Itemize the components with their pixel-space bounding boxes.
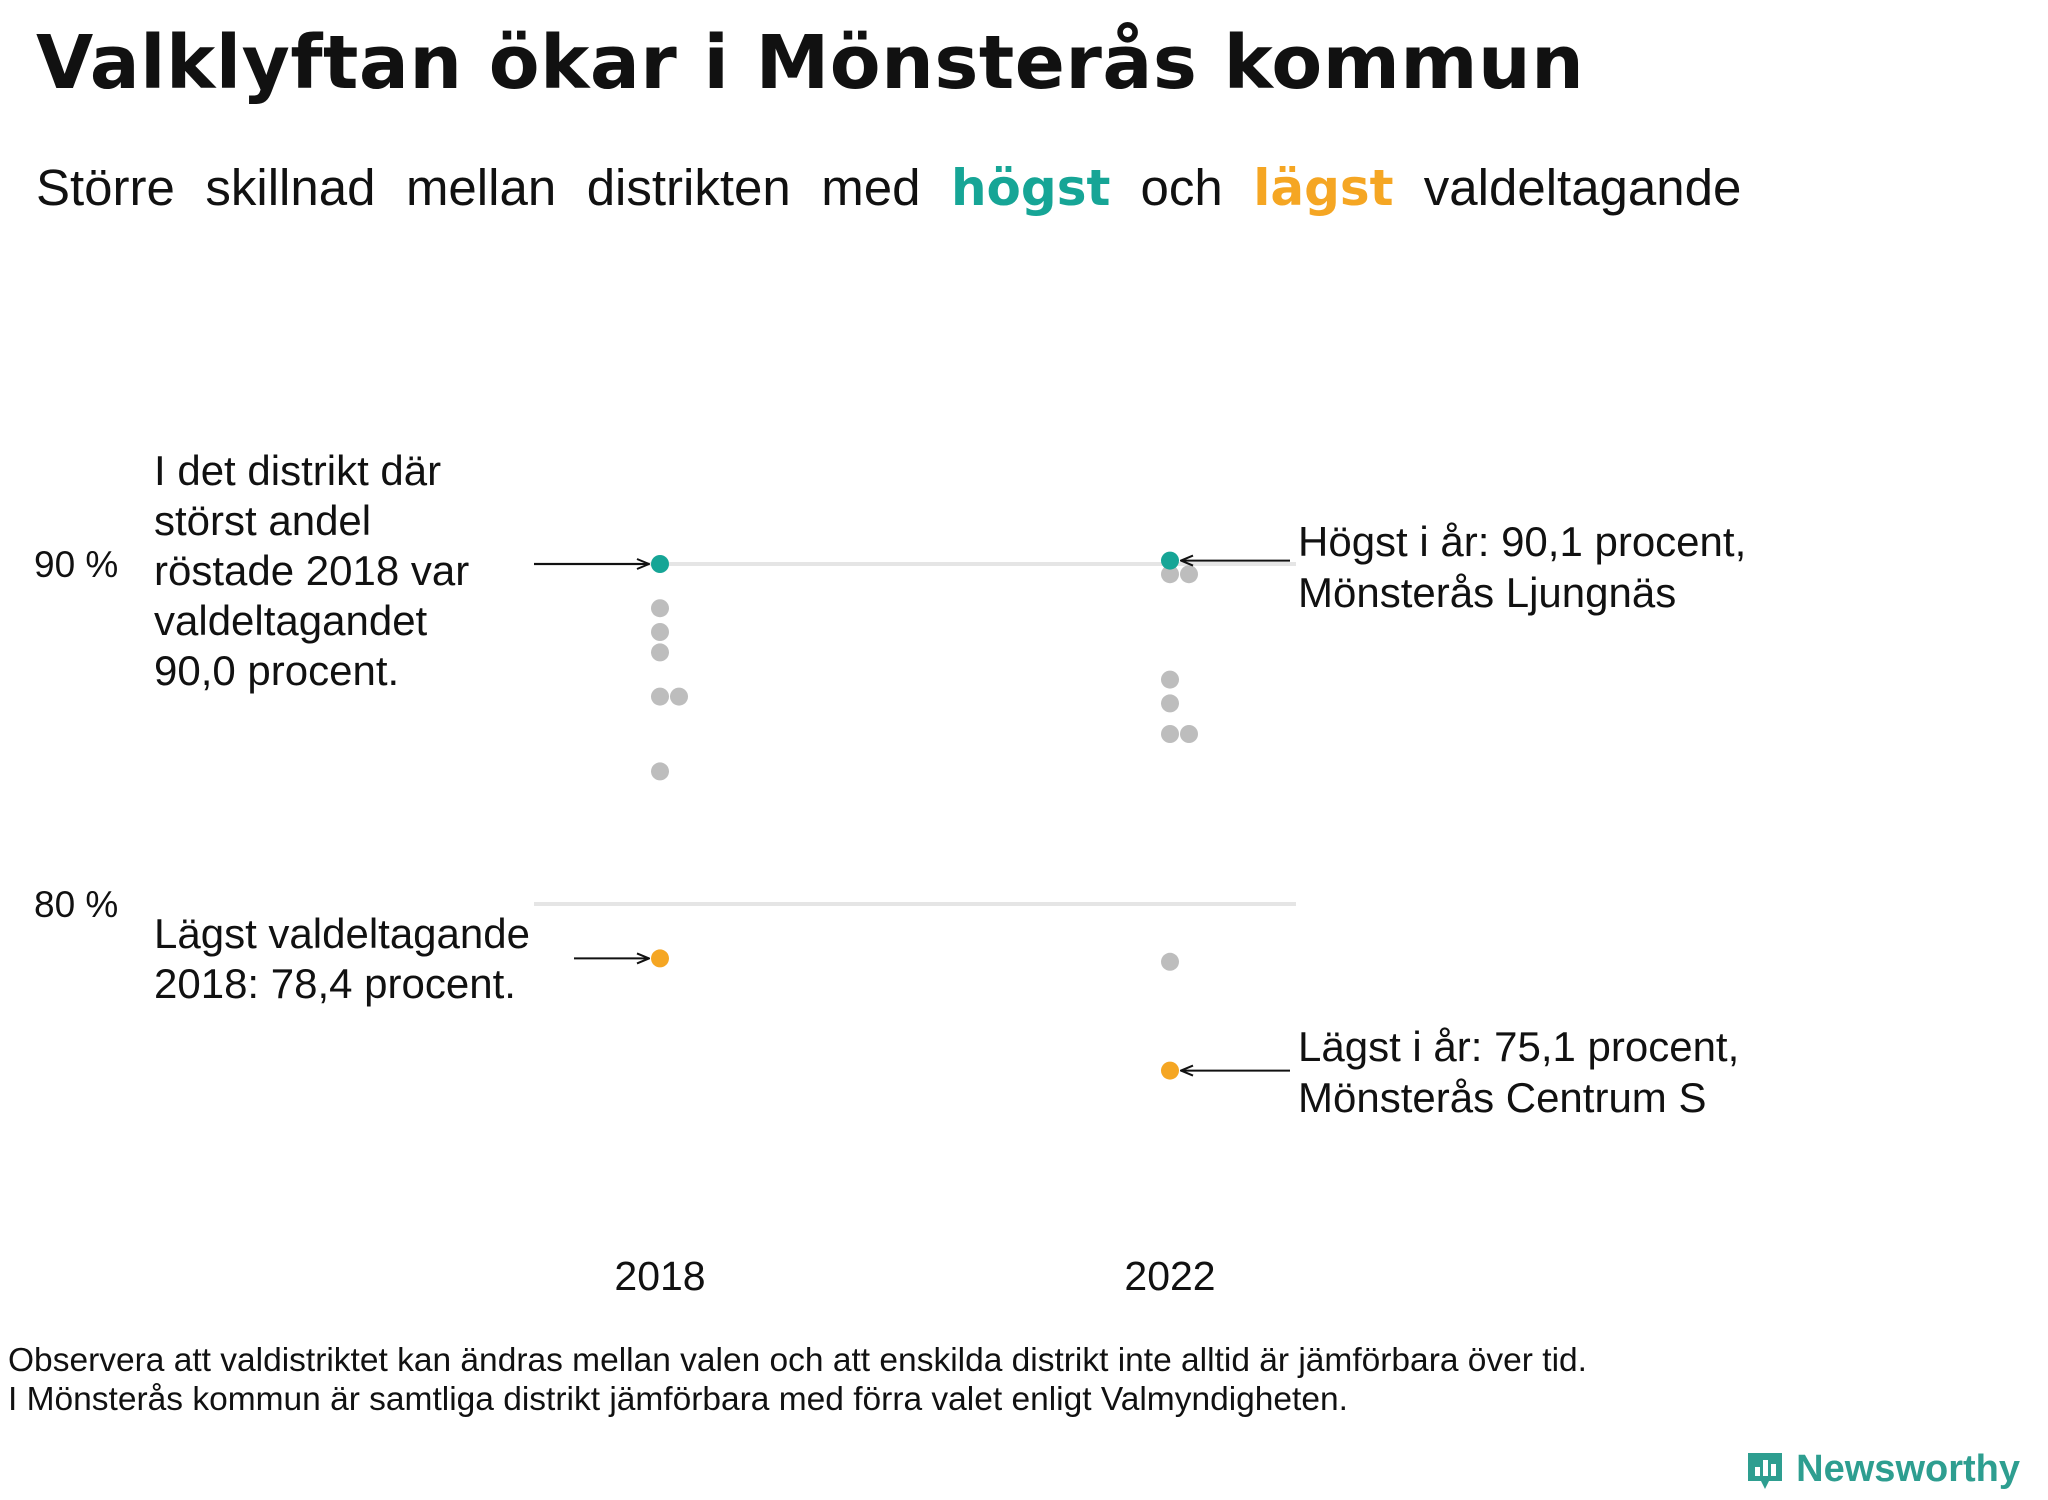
subtitle-word: med: [821, 159, 921, 216]
x-tick-label: 2022: [1124, 1253, 1215, 1299]
subtitle-word: och: [1140, 159, 1223, 216]
district-dot: [1180, 565, 1198, 584]
chart-subtitle: Större skillnad mellan distrikten med hö…: [36, 158, 1758, 217]
district-dot: [651, 643, 669, 662]
district-dot: [1161, 725, 1179, 743]
annotation-high-2018: störst andel: [154, 497, 371, 544]
bar-chart-icon: [1748, 1452, 1783, 1489]
highest-dot: [651, 555, 669, 573]
y-tick-label: 90 %: [34, 544, 118, 585]
district-dot: [1161, 952, 1179, 971]
annotation-high-2018: valdeltagandet: [154, 597, 428, 644]
annotation-low-2022: Mönsterås Centrum S: [1298, 1074, 1706, 1121]
lowest-dot: [651, 949, 669, 968]
annotation-high-2022: Högst i år: 90,1 procent,: [1298, 518, 1746, 565]
annotation-high-2018: 90,0 procent.: [154, 647, 399, 694]
annotation-high-2018: I det distrikt där: [154, 447, 441, 494]
annotation-low-2018: 2018: 78,4 procent.: [154, 960, 516, 1007]
subtitle-word: mellan: [405, 159, 557, 216]
subtitle-highest-word: högst: [950, 159, 1111, 217]
annotation-low-2018: Lägst valdeltagande: [154, 910, 530, 957]
subtitle-word: skillnad: [205, 159, 376, 216]
subtitle-lowest-word: lägst: [1253, 159, 1394, 217]
highest-dot: [1161, 551, 1179, 570]
brand-logo: Newsworthy: [1744, 1448, 2020, 1491]
subtitle-word: distrikten: [586, 159, 791, 216]
subtitle-word: valdeltagande: [1423, 159, 1742, 216]
lowest-dot: [1161, 1061, 1179, 1080]
footnote-line: Observera att valdistriktet kan ändras m…: [8, 1342, 1587, 1379]
district-dot: [1161, 694, 1179, 713]
district-dot: [651, 623, 669, 641]
district-dot: [651, 599, 669, 618]
district-dot: [1161, 670, 1179, 689]
y-tick-label: 80 %: [34, 884, 118, 925]
district-dot: [670, 687, 688, 706]
district-dot: [651, 762, 669, 781]
district-dot: [1180, 725, 1198, 743]
district-dot: [1161, 565, 1179, 584]
dot-plot-chart: 90 % 80 % 2018 2022 I det distrikt därstörst…: [34, 447, 1746, 1299]
footnote: Observera att valdistriktet kan ändras m…: [8, 1341, 1587, 1419]
subtitle-word: Större: [36, 159, 175, 216]
annotation-high-2022: Mönsterås Ljungnäs: [1298, 569, 1676, 616]
annotation-low-2022: Lägst i år: 75,1 procent,: [1298, 1023, 1739, 1070]
x-tick-label: 2018: [614, 1253, 705, 1299]
brand-name: Newsworthy: [1796, 1448, 2020, 1490]
district-dot: [651, 687, 669, 706]
chart-title: Valklyftan ökar i Mönsterås kommun: [36, 20, 1585, 106]
footnote-line: I Mönsterås kommun är samtliga distrikt …: [8, 1381, 1348, 1418]
annotation-high-2018: röstade 2018 var: [154, 547, 469, 594]
